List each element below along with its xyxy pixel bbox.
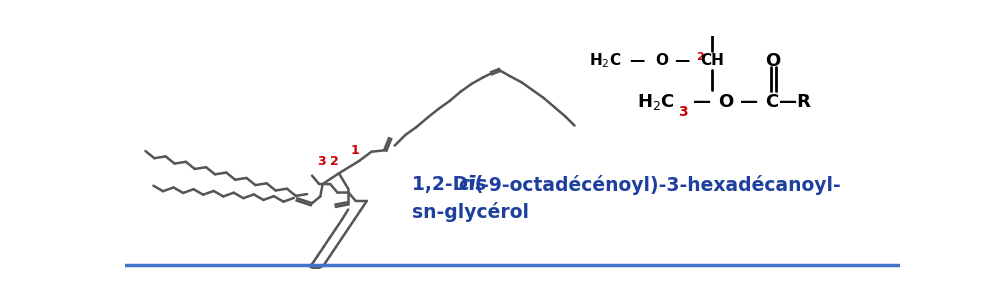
Text: 3: 3	[678, 105, 688, 120]
Text: 2: 2	[696, 52, 704, 62]
Text: 1: 1	[351, 144, 360, 157]
Text: H$_2$C: H$_2$C	[589, 52, 622, 70]
Text: sn-glycérol: sn-glycérol	[412, 202, 529, 222]
Text: O: O	[765, 52, 781, 70]
Text: H$_2$C: H$_2$C	[637, 92, 675, 112]
Text: 1,2-Di(⁠: 1,2-Di(⁠	[412, 175, 483, 194]
Text: 3: 3	[318, 155, 326, 168]
Text: —: —	[693, 93, 711, 111]
Text: —R: —R	[779, 93, 811, 111]
Text: O: O	[718, 93, 733, 111]
Text: CH: CH	[701, 53, 724, 68]
Text: —: —	[740, 93, 758, 111]
Text: C: C	[766, 93, 779, 111]
Text: -9-octadécénoyl)-3-hexadécanoyl-: -9-octadécénoyl)-3-hexadécanoyl-	[482, 175, 841, 195]
Text: 2: 2	[330, 155, 339, 168]
Text: O: O	[655, 53, 668, 68]
Text: —: —	[674, 53, 689, 68]
Text: cis: cis	[458, 175, 487, 194]
Text: —: —	[629, 53, 644, 68]
